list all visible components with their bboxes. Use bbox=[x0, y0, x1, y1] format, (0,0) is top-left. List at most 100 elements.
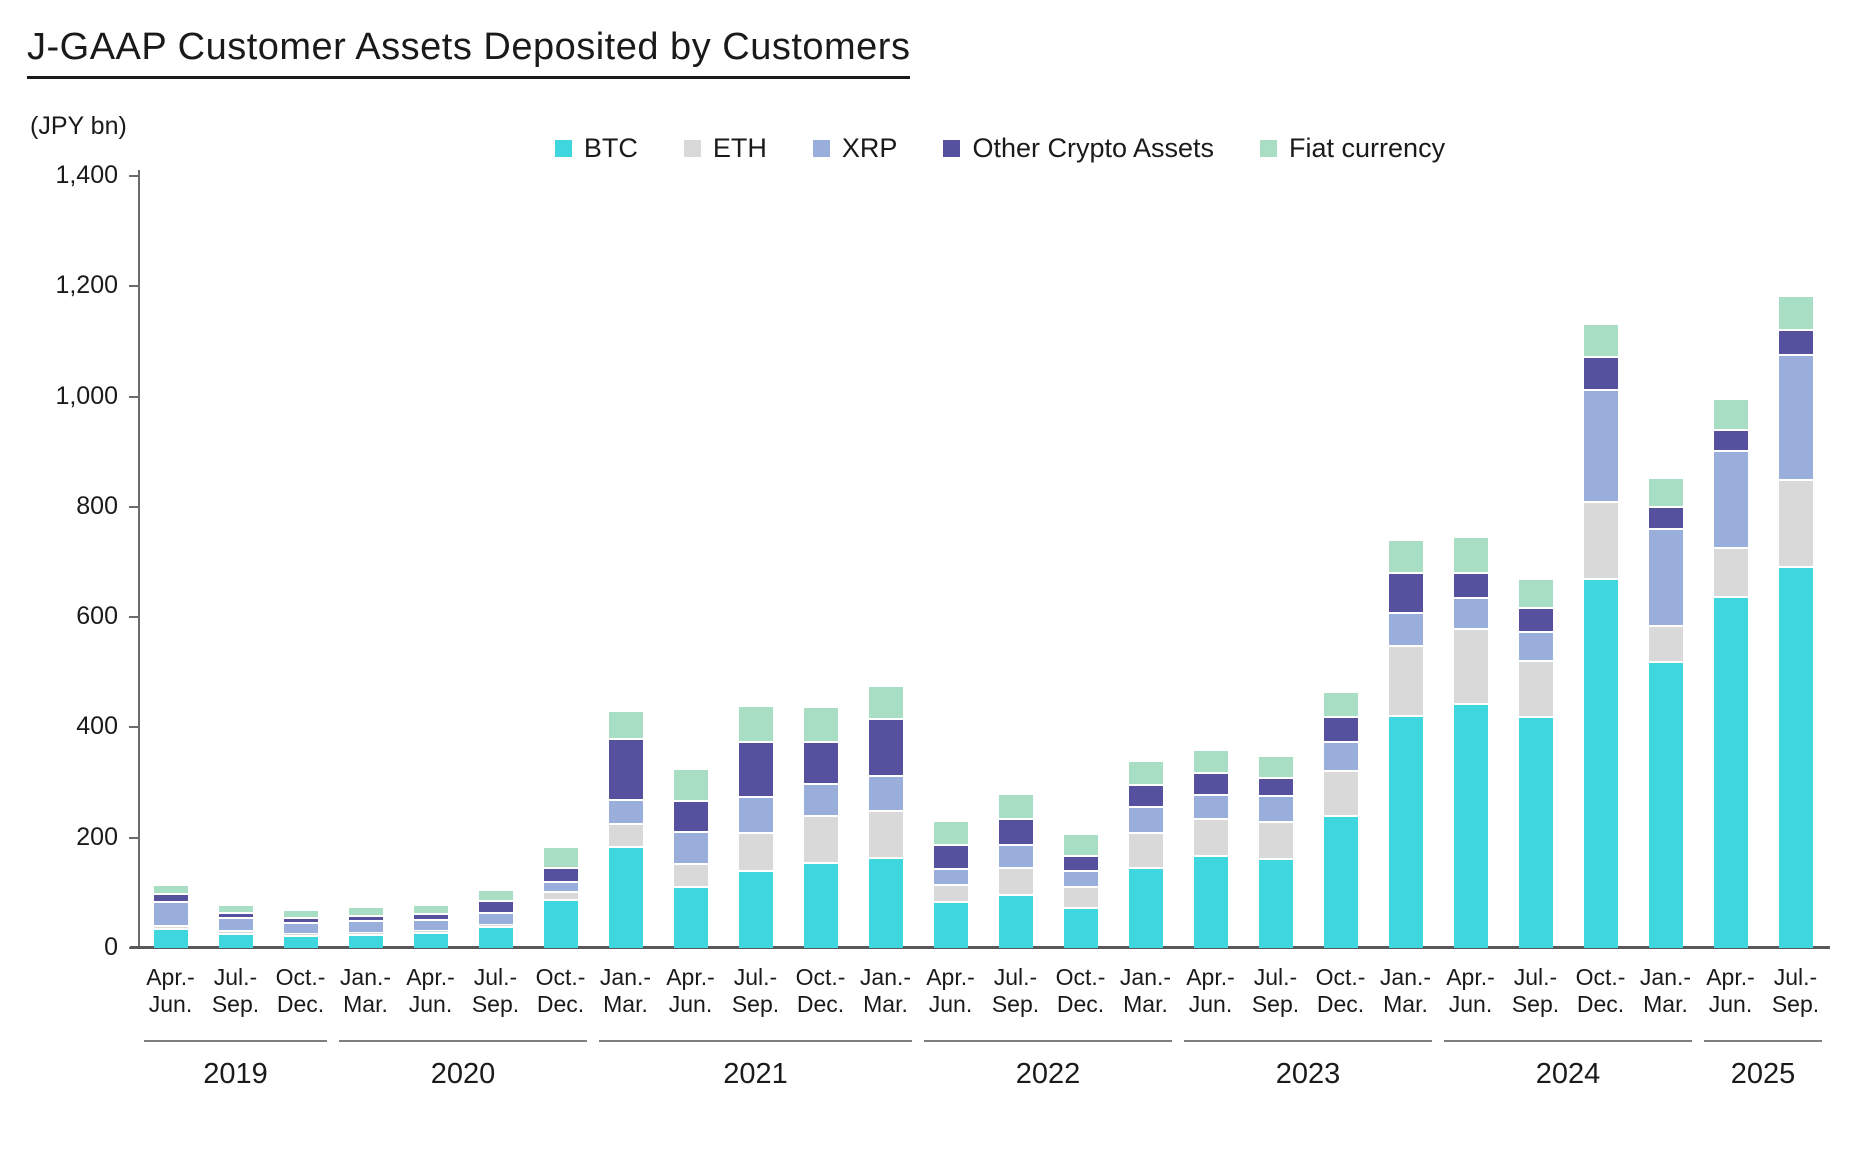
bar-segment-fiat-currency bbox=[1713, 400, 1748, 429]
bar-segment-eth bbox=[478, 924, 513, 926]
bar-segment-xrp bbox=[1388, 614, 1423, 645]
bar-column bbox=[398, 176, 463, 948]
legend-label: Other Crypto Assets bbox=[972, 133, 1215, 163]
bar-segment-btc bbox=[218, 935, 253, 948]
legend-swatch-icon bbox=[812, 140, 830, 157]
year-bracket-line bbox=[1704, 1040, 1822, 1042]
bar-column bbox=[593, 176, 658, 948]
bar-segment-other-crypto-assets bbox=[1063, 857, 1098, 870]
bar-segment-btc bbox=[543, 901, 578, 948]
x-axis-label: Jul.- Sep. bbox=[1771, 964, 1820, 1017]
bar-segment-eth bbox=[1713, 549, 1748, 596]
bar-segment-fiat-currency bbox=[543, 848, 578, 867]
bar-column bbox=[138, 176, 203, 948]
bar-segment-eth bbox=[608, 825, 643, 846]
bar-segment-other-crypto-assets bbox=[348, 917, 383, 920]
bar-segment-other-crypto-assets bbox=[1323, 718, 1358, 741]
bar-column bbox=[853, 176, 918, 948]
bar-segment-xrp bbox=[543, 883, 578, 891]
y-axis-tick bbox=[129, 395, 139, 398]
bar-segment-eth bbox=[1453, 630, 1488, 703]
bar-segment-btc bbox=[933, 903, 968, 948]
bar-segment-eth bbox=[1518, 662, 1553, 716]
y-axis-tick bbox=[129, 836, 139, 839]
bar-segment-btc bbox=[348, 936, 383, 948]
x-axis-label: Jul.- Sep. bbox=[471, 964, 520, 1017]
y-axis-unit-label: (JPY bn) bbox=[30, 112, 127, 140]
bar-segment-other-crypto-assets bbox=[738, 743, 773, 796]
y-axis-tick-label: 1,000 bbox=[55, 381, 118, 410]
bar-segment-btc bbox=[738, 872, 773, 948]
year-bracket-line bbox=[924, 1040, 1172, 1042]
bar-segment-other-crypto-assets bbox=[1648, 508, 1683, 528]
bar-segment-xrp bbox=[1583, 391, 1618, 501]
bar-segment-fiat-currency bbox=[1453, 538, 1488, 572]
bar-segment-eth bbox=[673, 865, 708, 886]
bar-segment-btc bbox=[1778, 568, 1813, 948]
x-axis-label: Jan.- Mar. bbox=[1639, 964, 1692, 1017]
bar-column bbox=[1178, 176, 1243, 948]
bar-column bbox=[983, 176, 1048, 948]
bar-segment-btc bbox=[1648, 663, 1683, 948]
bar-segment-fiat-currency bbox=[283, 911, 318, 917]
bar-segment-eth bbox=[1388, 647, 1423, 715]
legend-label: XRP bbox=[841, 133, 898, 163]
y-axis-tick-label: 1,400 bbox=[55, 161, 118, 189]
bar-segment-eth bbox=[738, 834, 773, 870]
bar-segment-other-crypto-assets bbox=[868, 720, 903, 775]
bar-segment-btc bbox=[283, 937, 318, 948]
year-label: 2025 bbox=[1730, 1058, 1796, 1090]
year-bracket-line bbox=[144, 1040, 327, 1042]
x-axis-label: Oct.- Dec. bbox=[535, 964, 586, 1017]
bar-column bbox=[1243, 176, 1308, 948]
bar-segment-fiat-currency bbox=[933, 822, 968, 844]
x-axis-label: Apr.- Jun. bbox=[1706, 964, 1755, 1017]
bar-segment-other-crypto-assets bbox=[1583, 358, 1618, 389]
y-axis-tick-label: 600 bbox=[76, 602, 118, 631]
bar-segment-other-crypto-assets bbox=[1518, 609, 1553, 631]
x-axis-label: Apr.- Jun. bbox=[666, 964, 715, 1017]
x-axis-label: Apr.- Jun. bbox=[1446, 964, 1495, 1017]
bar-column bbox=[463, 176, 528, 948]
bar-segment-other-crypto-assets bbox=[803, 743, 838, 783]
legend-label: BTC bbox=[583, 133, 638, 163]
bar-segment-xrp bbox=[1778, 356, 1813, 479]
bar-segment-btc bbox=[608, 848, 643, 948]
bar-segment-fiat-currency bbox=[1388, 541, 1423, 572]
bar-column bbox=[1633, 176, 1698, 948]
x-axis-label: Oct.- Dec. bbox=[1055, 964, 1106, 1017]
bar-segment-fiat-currency bbox=[1128, 762, 1163, 784]
bar-segment-xrp bbox=[1063, 872, 1098, 886]
legend-item: XRP bbox=[812, 133, 898, 164]
bar-column bbox=[528, 176, 593, 948]
year-label: 2023 bbox=[1275, 1058, 1341, 1090]
bar-column bbox=[203, 176, 268, 948]
legend-swatch-icon bbox=[683, 140, 701, 157]
bar-column bbox=[1698, 176, 1763, 948]
bar-column bbox=[1438, 176, 1503, 948]
bar-segment-xrp bbox=[608, 801, 643, 823]
x-axis-label: Jul.- Sep. bbox=[731, 964, 780, 1017]
bar-segment-other-crypto-assets bbox=[608, 740, 643, 799]
bar-segment-xrp bbox=[673, 833, 708, 863]
bar-segment-fiat-currency bbox=[998, 795, 1033, 818]
bar-column bbox=[723, 176, 788, 948]
bar-segment-eth bbox=[1323, 772, 1358, 815]
y-axis-tick-label: 400 bbox=[76, 712, 118, 741]
bar-segment-xrp bbox=[868, 777, 903, 810]
bar-segment-btc bbox=[673, 888, 708, 948]
bar-segment-eth bbox=[283, 933, 318, 935]
x-axis-baseline bbox=[130, 946, 1830, 949]
bar-segment-btc bbox=[1063, 909, 1098, 948]
legend-swatch-icon bbox=[943, 140, 961, 157]
year-bracket-line bbox=[599, 1040, 912, 1042]
bar-segment-xrp bbox=[478, 914, 513, 924]
y-axis-tick-label: 800 bbox=[76, 491, 118, 520]
legend-swatch-icon bbox=[1260, 140, 1278, 157]
bar-segment-xrp bbox=[1713, 452, 1748, 547]
bar-segment-other-crypto-assets bbox=[1713, 431, 1748, 450]
bar-segment-xrp bbox=[1128, 808, 1163, 832]
bar-segment-eth bbox=[1128, 834, 1163, 867]
year-label: 2022 bbox=[1015, 1058, 1081, 1090]
x-axis-label: Jul.- Sep. bbox=[1251, 964, 1300, 1017]
